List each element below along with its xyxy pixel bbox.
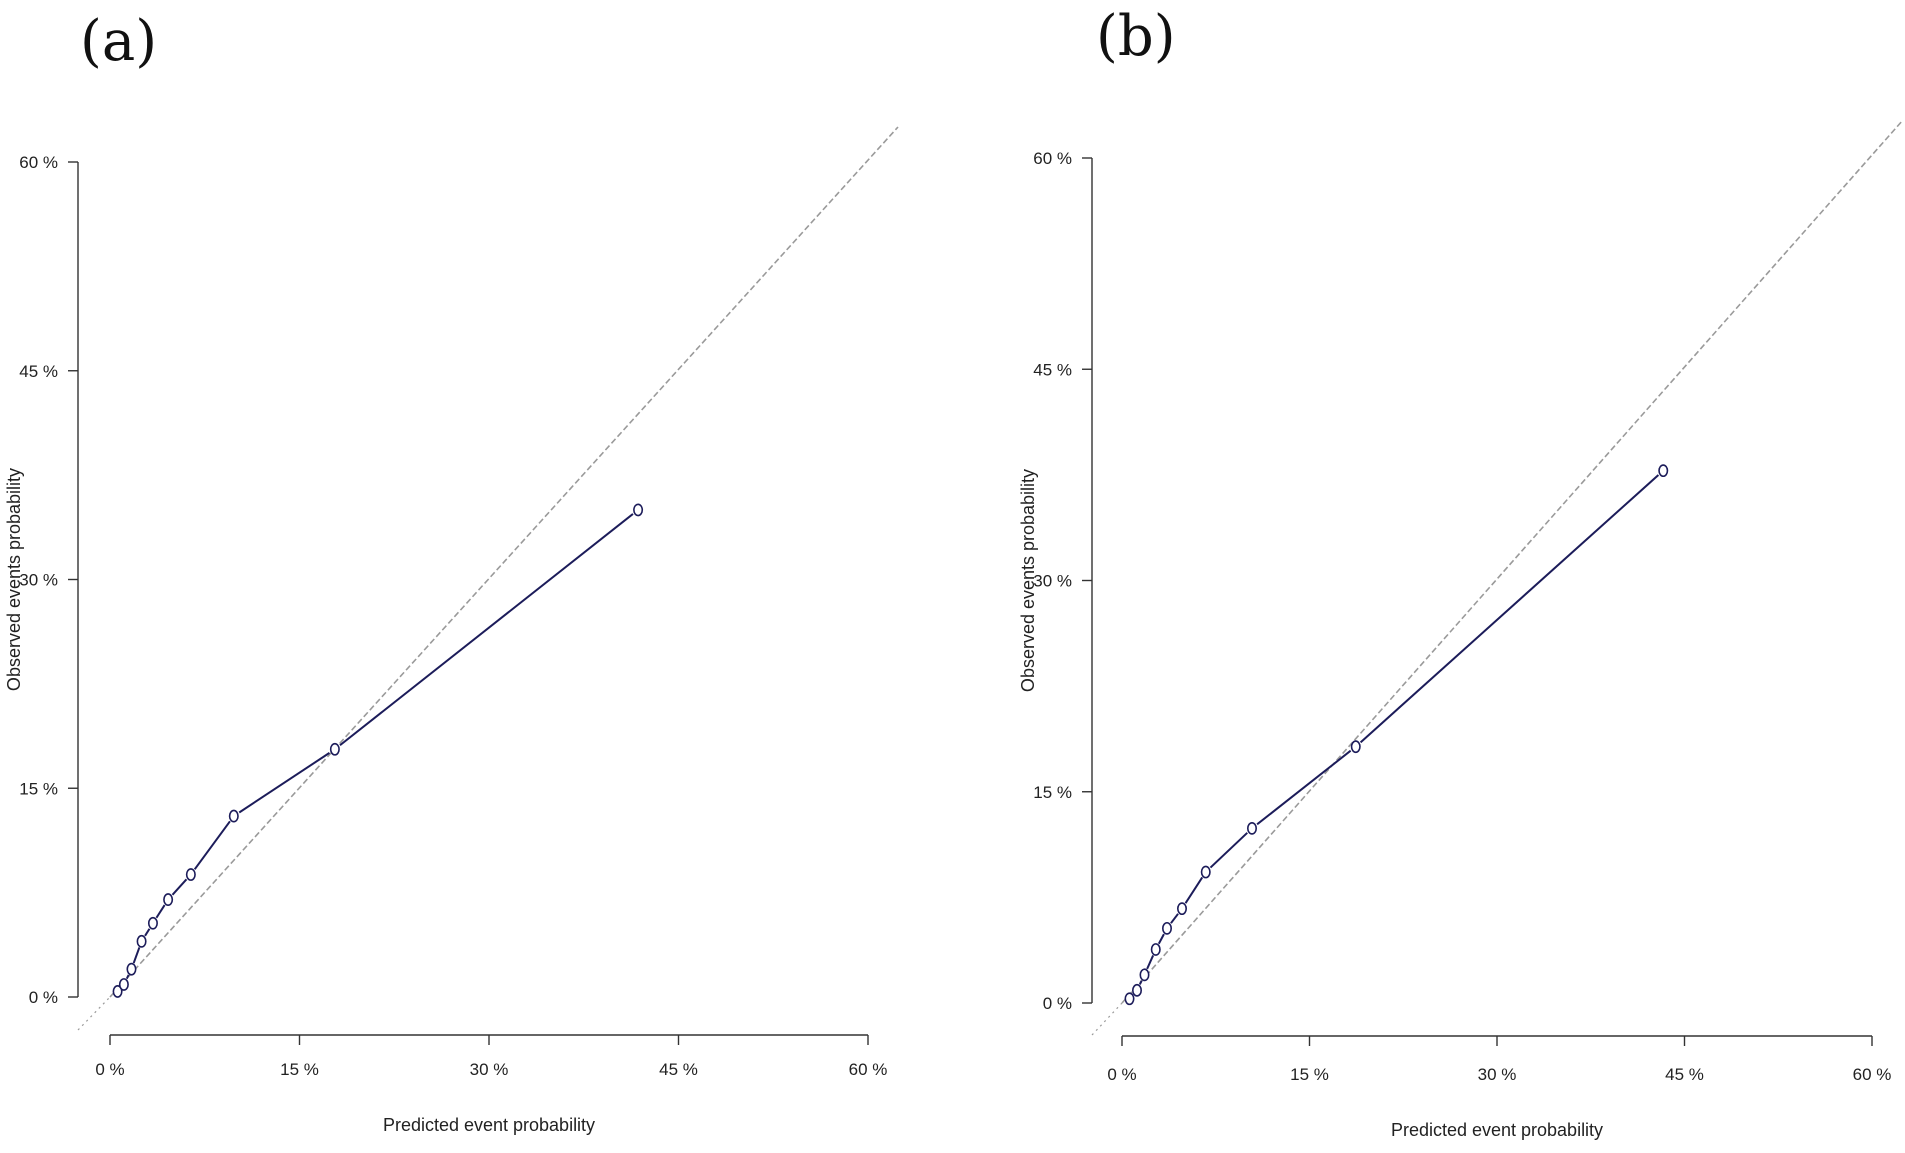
calibration-point — [1124, 992, 1135, 1006]
calibration-line-segment — [132, 947, 141, 964]
calibration-line-segment — [1359, 474, 1660, 744]
calibration-line-segment — [155, 904, 166, 919]
y-tick-label: 45 % — [19, 362, 58, 381]
calibration-point — [1177, 902, 1188, 916]
calibration-point — [1132, 983, 1143, 997]
calibration-point — [1658, 464, 1669, 478]
calibration-point — [228, 809, 239, 823]
y-tick-label: 60 % — [1033, 149, 1072, 168]
ideal-reference-line — [1121, 119, 1904, 1004]
y-tick-label: 15 % — [19, 779, 58, 798]
calibration-point — [185, 868, 196, 881]
calibration-point — [633, 503, 644, 517]
calibration-point — [126, 962, 137, 976]
y-axis-title: Observed events probability — [1018, 469, 1038, 692]
calibration-line-segment — [1138, 980, 1143, 985]
x-tick-label: 15 % — [1290, 1065, 1329, 1084]
calibration-point — [1162, 921, 1173, 935]
x-tick-label: 30 % — [470, 1060, 509, 1079]
y-axis-title: Observed events probability — [4, 468, 24, 691]
calibration-line-segment — [144, 928, 151, 937]
calibration-point — [1150, 943, 1161, 956]
calibration-line-segment — [125, 974, 130, 980]
calibration-point — [1247, 821, 1258, 835]
calibration-point — [118, 978, 129, 991]
calibration-line-segment — [238, 752, 331, 814]
calibration-point — [329, 742, 340, 756]
x-tick-label: 45 % — [1665, 1065, 1704, 1084]
calibration-line-segment — [171, 878, 188, 896]
x-tick-label: 60 % — [1853, 1065, 1892, 1084]
calibration-line-segment — [339, 513, 634, 747]
calibration-point — [1200, 865, 1211, 879]
calibration-line-segment — [1146, 955, 1155, 970]
x-tick-label: 45 % — [659, 1060, 698, 1079]
ideal-line-extension — [77, 996, 111, 1031]
panel-a: (a) 0 % 15 % 30 % 45 % 60 % 0 % 15 % 30 % 45 % 60 … — [4, 9, 899, 1135]
y-tick-label: 30 % — [19, 571, 58, 590]
calibration-line-segment — [1157, 933, 1165, 945]
calibration-point — [1139, 968, 1150, 982]
calibration-line-segment — [1184, 876, 1204, 904]
x-tick-label: 0 % — [95, 1060, 124, 1079]
ideal-line-extension — [1091, 1002, 1123, 1036]
calibration-point — [163, 893, 174, 906]
x-tick-label: 15 % — [280, 1060, 319, 1079]
y-tick-label: 0 % — [1043, 994, 1072, 1013]
y-tick-label: 15 % — [1033, 783, 1072, 802]
calibration-line-segment — [1256, 749, 1352, 826]
panel-label: (b) — [1096, 4, 1176, 69]
calibration-point — [112, 985, 123, 998]
calibration-point — [1350, 740, 1361, 754]
y-tick-label: 30 % — [1033, 572, 1072, 591]
x-axis-title: Predicted event probability — [383, 1115, 595, 1135]
x-axis-title: Predicted event probability — [1391, 1120, 1603, 1140]
y-tick-label: 0 % — [29, 988, 58, 1007]
calibration-line-segment — [1209, 832, 1248, 869]
calibration-point — [136, 934, 147, 948]
calibration-line-segment — [193, 820, 231, 870]
calibration-point — [147, 916, 158, 930]
ideal-reference-line — [109, 126, 899, 998]
x-tick-label: 30 % — [1478, 1065, 1517, 1084]
x-tick-label: 60 % — [849, 1060, 888, 1079]
calibration-line-segment — [1170, 913, 1179, 924]
x-tick-label: 0 % — [1107, 1065, 1136, 1084]
y-tick-label: 45 % — [1033, 360, 1072, 379]
panel-b: (b) 0 % 15 % 30 % 45 % 60 % 0 % 15 % 30 % 45 % 60 … — [1018, 4, 1904, 1140]
y-tick-label: 60 % — [19, 153, 58, 172]
panel-label: (a) — [80, 9, 157, 74]
